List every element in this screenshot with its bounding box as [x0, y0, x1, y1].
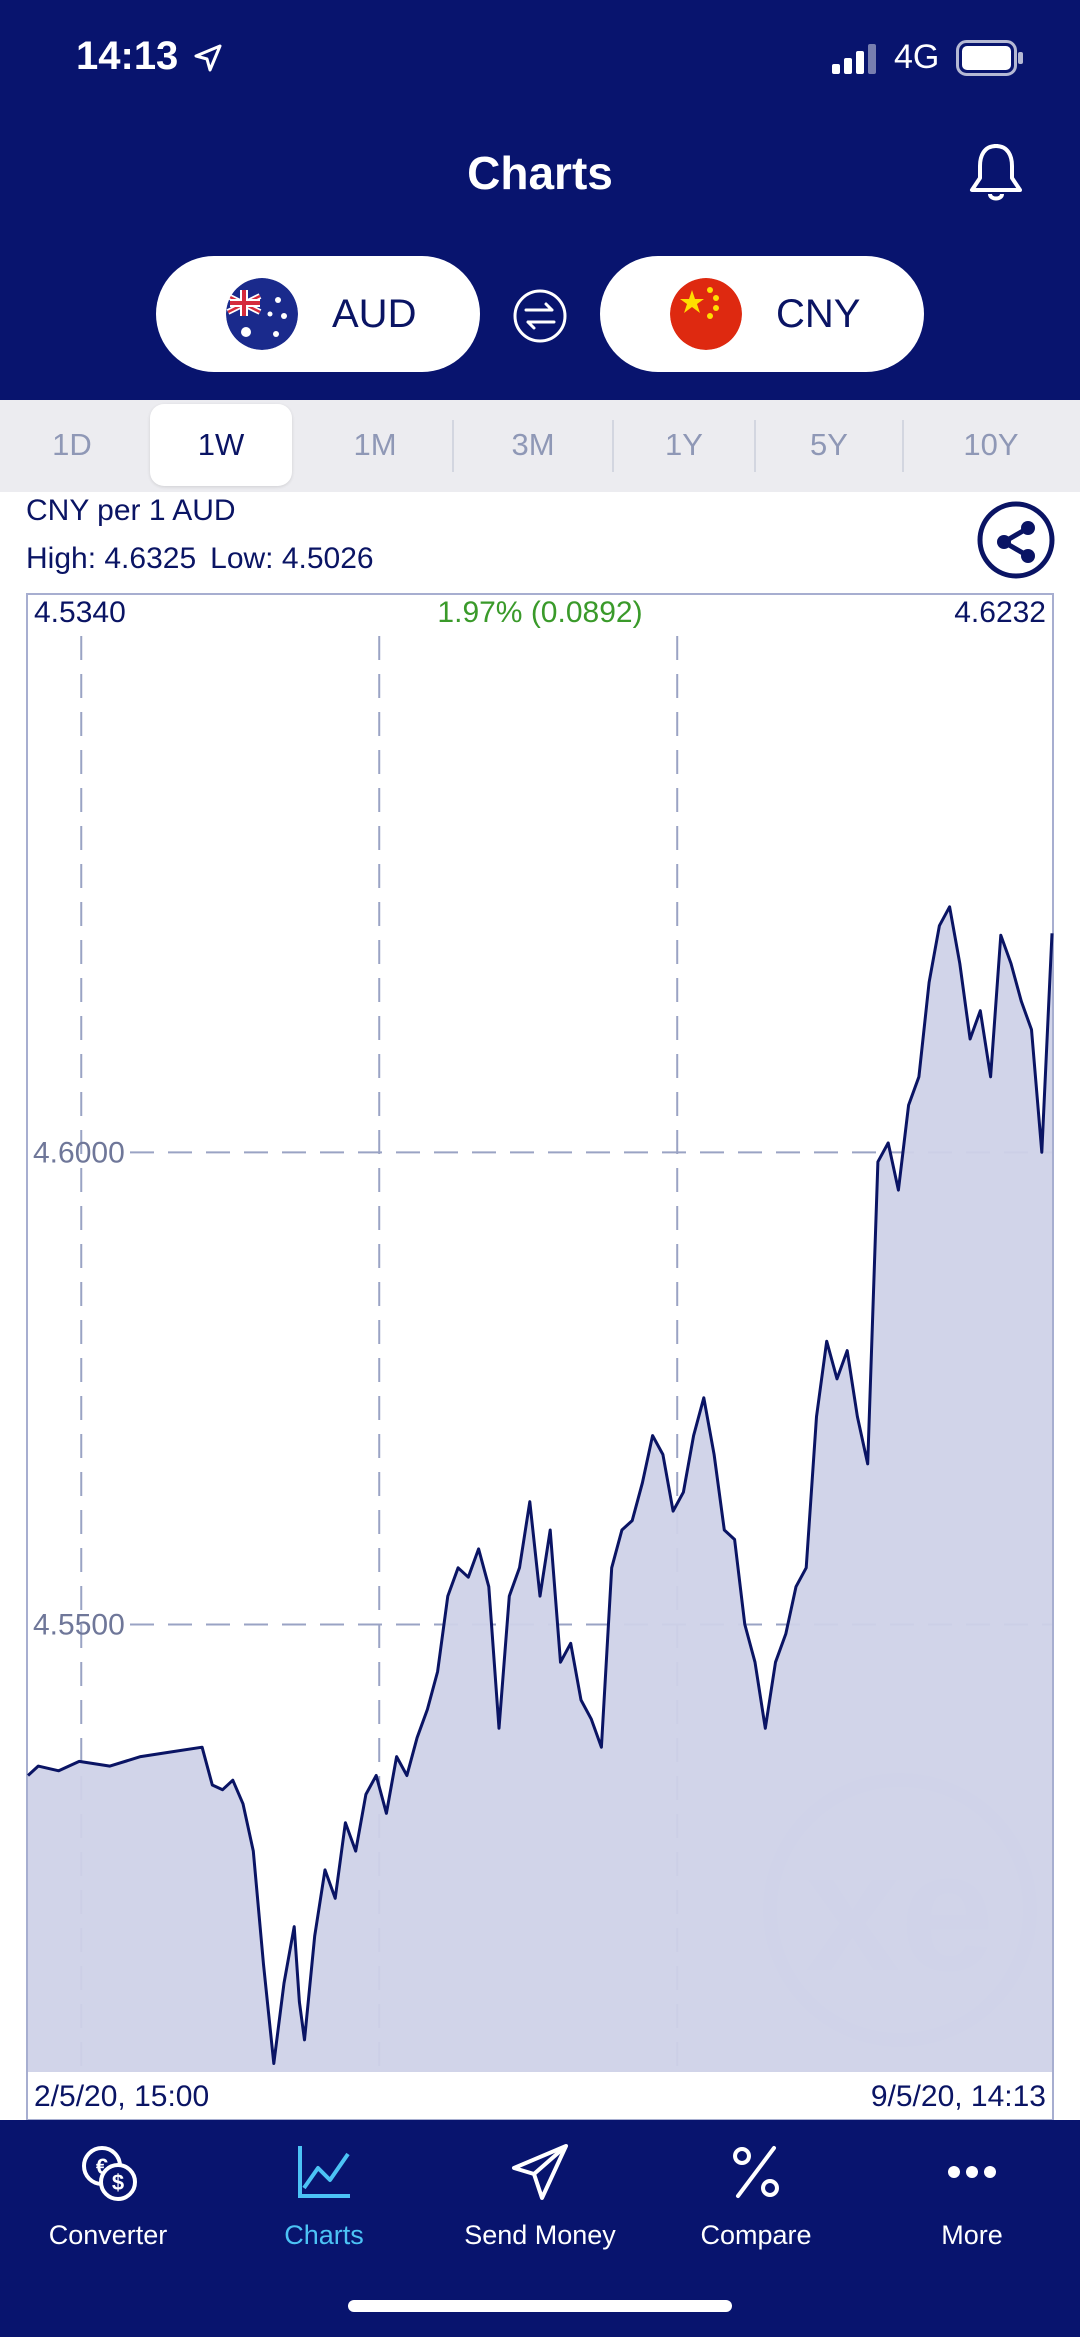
battery-icon: [956, 40, 1023, 76]
high-low-summary: High: 4.6325 Low: 4.5026: [26, 542, 388, 576]
home-indicator: [348, 2300, 732, 2312]
nav-more[interactable]: More: [864, 2140, 1080, 2251]
chart-end-value: 4.6232: [954, 596, 1046, 629]
svg-text:$: $: [112, 2170, 124, 2195]
australia-flag-icon: [226, 278, 298, 350]
chart-change: 1.97% (0.0892): [437, 596, 643, 629]
more-dots-icon: [948, 2166, 996, 2178]
area-fill: [28, 906, 1052, 2072]
tab-separator: [902, 420, 904, 472]
tab-1m[interactable]: 1M: [353, 427, 397, 462]
low-value: Low: 4.5026: [210, 542, 374, 575]
rate-line: [26, 905, 1054, 2065]
y-tick-label: 4.5500: [33, 1608, 125, 1641]
network-label: 4G: [894, 38, 940, 76]
from-currency-code: AUD: [332, 292, 417, 336]
nav-send-money[interactable]: Send Money: [432, 2140, 648, 2251]
nav-compare-label: Compare: [700, 2220, 812, 2250]
china-flag-icon: [670, 278, 742, 350]
to-currency-button[interactable]: CNY: [600, 256, 924, 372]
chart-line-icon: [298, 2146, 350, 2198]
percent-icon: [733, 2146, 779, 2198]
timeframe-tabs: 1D 1W 1M 3M 1Y 5Y 10Y: [0, 400, 1080, 492]
nav-converter-label: Converter: [48, 2220, 168, 2250]
page-title: Charts: [467, 147, 613, 199]
tab-5y[interactable]: 5Y: [810, 427, 848, 462]
bell-icon[interactable]: [968, 140, 1024, 204]
nav-charts[interactable]: Charts: [216, 2140, 432, 2251]
tab-10y[interactable]: 10Y: [963, 427, 1019, 462]
tab-1y[interactable]: 1Y: [665, 427, 703, 462]
location-arrow-icon: [194, 44, 222, 72]
nav-converter[interactable]: € $ Converter: [0, 2140, 216, 2251]
to-currency-code: CNY: [776, 292, 861, 336]
nav-send-money-label: Send Money: [464, 2220, 616, 2250]
nav-more-label: More: [941, 2220, 1003, 2250]
pair-label: CNY per 1 AUD: [26, 494, 236, 527]
coins-icon: € $: [82, 2146, 137, 2201]
nav-compare[interactable]: Compare: [648, 2140, 864, 2251]
share-icon[interactable]: [976, 500, 1056, 580]
tab-separator: [452, 420, 454, 472]
nav-charts-label: Charts: [284, 2220, 364, 2250]
top-header: 14:13 4G Charts: [0, 0, 1080, 400]
signal-icon: [832, 44, 876, 74]
status-time: 14:13: [76, 34, 179, 78]
chart-start-value: 4.5340: [34, 596, 126, 629]
tab-separator: [754, 420, 756, 472]
swap-currencies-icon[interactable]: [512, 288, 568, 344]
paper-plane-icon: [512, 2144, 568, 2200]
from-currency-button[interactable]: AUD: [156, 256, 480, 372]
tab-1w[interactable]: 1W: [150, 404, 292, 486]
x-start-label: 2/5/20, 15:00: [34, 2080, 210, 2113]
x-end-label: 9/5/20, 14:13: [870, 2080, 1046, 2113]
high-value: High: 4.6325: [26, 542, 197, 575]
tab-3m[interactable]: 3M: [511, 427, 555, 462]
tab-separator: [612, 420, 614, 472]
tab-1d[interactable]: 1D: [52, 427, 92, 462]
y-tick-label: 4.6000: [33, 1136, 125, 1169]
